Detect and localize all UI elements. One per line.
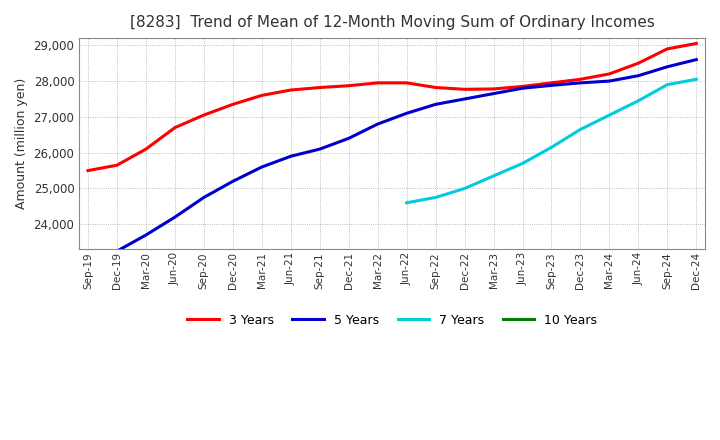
Title: [8283]  Trend of Mean of 12-Month Moving Sum of Ordinary Incomes: [8283] Trend of Mean of 12-Month Moving …	[130, 15, 654, 30]
Legend: 3 Years, 5 Years, 7 Years, 10 Years: 3 Years, 5 Years, 7 Years, 10 Years	[182, 309, 602, 332]
Y-axis label: Amount (million yen): Amount (million yen)	[15, 78, 28, 209]
